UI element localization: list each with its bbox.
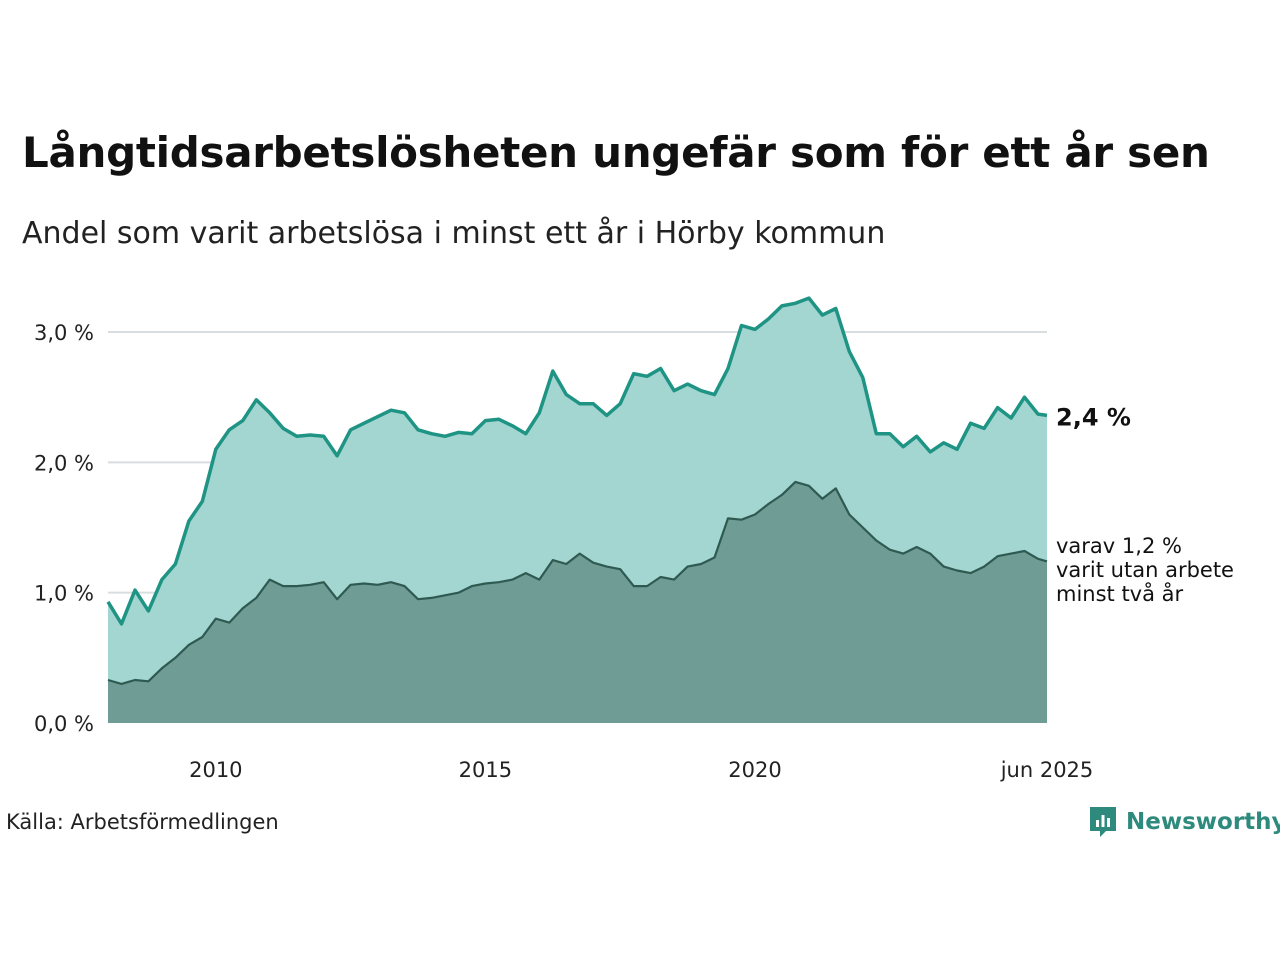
x-tick-label: 2010 — [189, 758, 242, 782]
x-tick-label: 2020 — [728, 758, 781, 782]
chart-areas — [108, 298, 1047, 723]
chart-lines — [106, 296, 1048, 685]
y-tick-label: 0,0 % — [34, 712, 94, 736]
x-tick-label: jun 2025 — [1000, 758, 1094, 782]
end-label-sub-line: minst två år — [1056, 581, 1184, 606]
brand-logo[interactable]: Newsworthy — [1088, 804, 1280, 840]
y-tick-label: 1,0 % — [34, 582, 94, 606]
end-label-total: 2,4 % — [1056, 403, 1131, 431]
end-label-sub-line: varit utan arbete — [1056, 558, 1234, 582]
chart-subtitle: Andel som varit arbetslösa i minst ett å… — [22, 216, 886, 251]
chart-title: Långtidsarbetslösheten ungefär som för e… — [22, 128, 1210, 177]
y-tick-label: 3,0 % — [34, 321, 94, 345]
line-total — [106, 296, 1048, 626]
source-note: Källa: Arbetsförmedlingen — [6, 810, 279, 834]
newsworthy-logo-icon — [1090, 807, 1116, 837]
line-sub — [107, 480, 1048, 685]
axis-labels: 0,0 % 1,0 % 2,0 % 3,0 % 2010 2015 2020 jun 2025 — [34, 321, 1093, 782]
x-tick-label: 2015 — [459, 758, 512, 782]
y-tick-label: 2,0 % — [34, 451, 94, 475]
end-label-sub-line: varav 1,2 % — [1056, 534, 1182, 558]
area-sub — [108, 481, 1047, 723]
brand-name: Newsworthy — [1126, 809, 1280, 835]
